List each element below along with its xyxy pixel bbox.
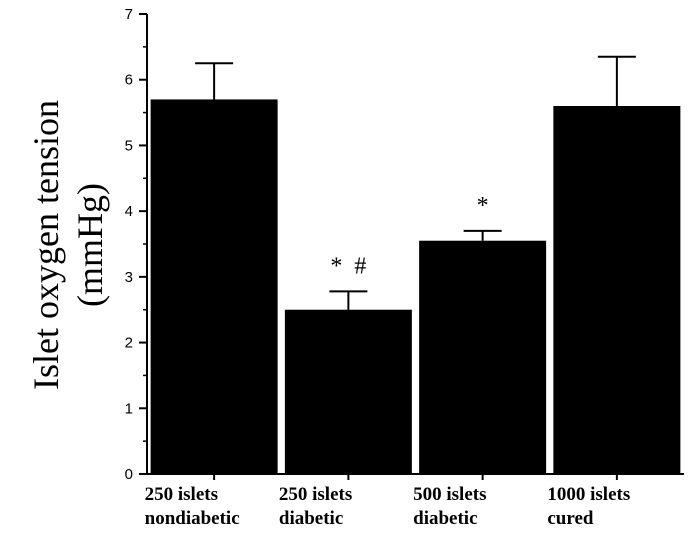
category-label: diabetic bbox=[279, 508, 343, 529]
bar bbox=[284, 309, 412, 474]
bar bbox=[150, 99, 278, 474]
category-label: 250 islets bbox=[145, 484, 218, 505]
y-tick-label: 5 bbox=[125, 137, 133, 154]
y-axis-title-line1: Islet oxygen tension bbox=[26, 100, 66, 390]
category-label: 250 islets bbox=[279, 484, 352, 505]
labels: 0 1 2 3 4 5 6 7 250 islets nondiabetic 250 islets d… bbox=[125, 6, 631, 529]
y-axis-title: Islet oxygen tension (mmHg) bbox=[26, 100, 110, 390]
y-tick-label: 1 bbox=[125, 400, 133, 417]
y-tick-label: 2 bbox=[125, 335, 133, 352]
category-label: cured bbox=[547, 508, 594, 529]
significance-annotation: * # bbox=[330, 253, 366, 279]
y-axis-title-line2: (mmHg) bbox=[70, 183, 110, 307]
y-tick-label: 4 bbox=[125, 203, 133, 220]
y-tick-label: 6 bbox=[125, 72, 133, 89]
category-label: 500 islets bbox=[413, 484, 486, 505]
bar bbox=[553, 106, 681, 474]
category-label: nondiabetic bbox=[145, 508, 240, 529]
y-tick-label: 7 bbox=[125, 6, 133, 23]
y-tick-label: 0 bbox=[125, 466, 133, 483]
significance-annotation: * bbox=[477, 193, 489, 219]
y-tick-label: 3 bbox=[125, 269, 133, 286]
category-label: 1000 islets bbox=[547, 484, 630, 505]
bars bbox=[150, 55, 681, 474]
category-label: diabetic bbox=[413, 508, 477, 529]
bar bbox=[419, 240, 547, 474]
